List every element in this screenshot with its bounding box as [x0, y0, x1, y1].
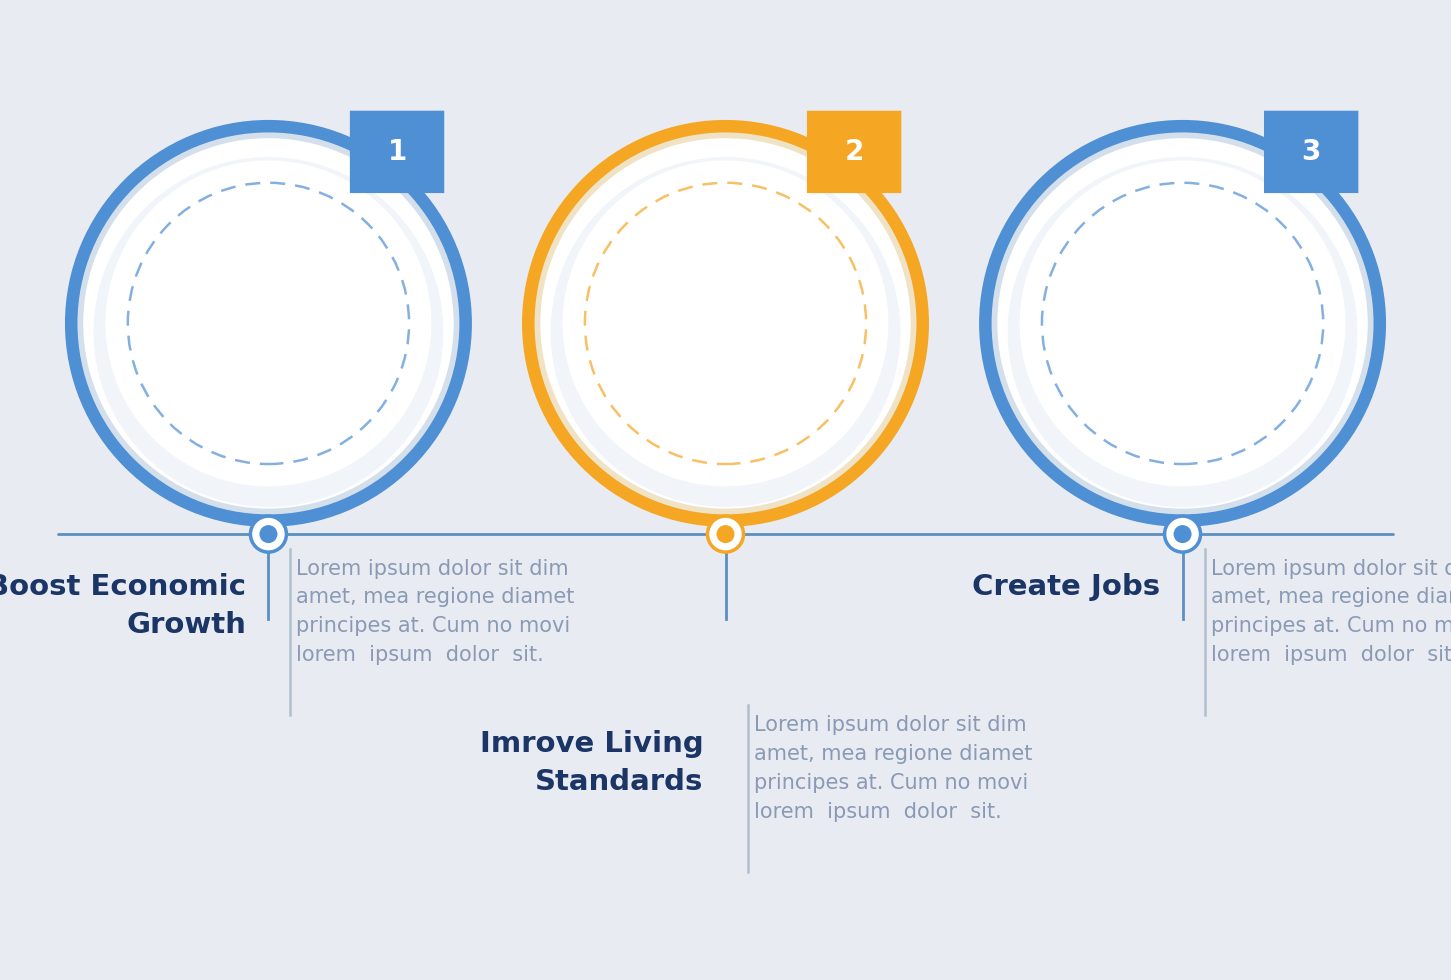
Circle shape	[83, 138, 454, 509]
FancyBboxPatch shape	[1264, 111, 1358, 193]
Circle shape	[997, 138, 1368, 509]
Circle shape	[708, 516, 743, 552]
Ellipse shape	[524, 122, 927, 525]
Circle shape	[93, 157, 444, 507]
Text: Lorem ipsum dolor sit dim
amet, mea regione diamet
principes at. Cum no movi
lor: Lorem ipsum dolor sit dim amet, mea regi…	[1210, 559, 1451, 665]
Ellipse shape	[67, 122, 470, 525]
Circle shape	[1165, 516, 1200, 552]
Ellipse shape	[981, 122, 1384, 525]
Text: Imrove Living
Standards: Imrove Living Standards	[480, 730, 704, 796]
Circle shape	[260, 525, 277, 543]
Circle shape	[1020, 161, 1345, 486]
Circle shape	[717, 525, 734, 543]
FancyBboxPatch shape	[807, 111, 901, 193]
Circle shape	[540, 138, 911, 509]
Circle shape	[1174, 525, 1191, 543]
Circle shape	[1007, 157, 1358, 507]
Text: Lorem ipsum dolor sit dim
amet, mea regione diamet
principes at. Cum no movi
lor: Lorem ipsum dolor sit dim amet, mea regi…	[753, 715, 1032, 822]
Circle shape	[563, 161, 888, 486]
FancyBboxPatch shape	[350, 111, 444, 193]
Circle shape	[106, 161, 431, 486]
Circle shape	[251, 516, 286, 552]
Text: 3: 3	[1302, 138, 1320, 166]
Text: Create Jobs: Create Jobs	[972, 573, 1161, 602]
Text: Lorem ipsum dolor sit dim
amet, mea regione diamet
principes at. Cum no movi
lor: Lorem ipsum dolor sit dim amet, mea regi…	[296, 559, 575, 665]
Text: 2: 2	[844, 138, 863, 166]
Circle shape	[550, 157, 901, 507]
Text: 1: 1	[387, 138, 406, 166]
Text: Boost Economic
Growth: Boost Economic Growth	[0, 573, 247, 639]
